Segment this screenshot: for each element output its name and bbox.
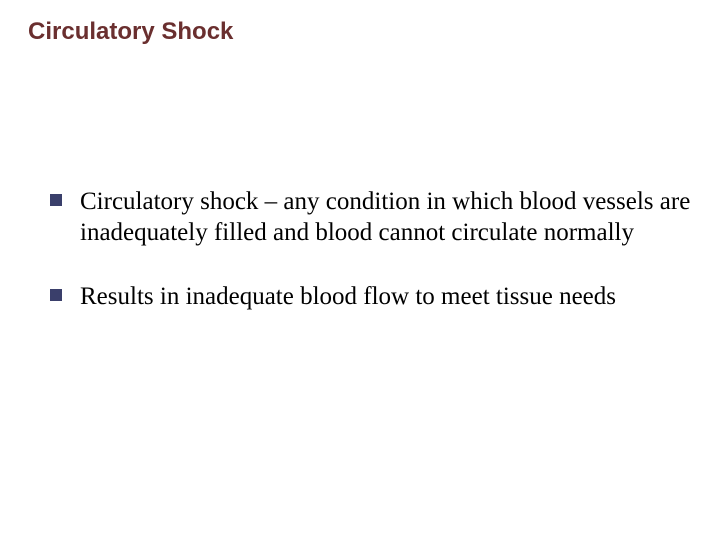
slide-title: Circulatory Shock [28,18,692,46]
bullet-item: Circulatory shock – any condition in whi… [50,186,692,249]
bullet-item: Results in inadequate blood flow to meet… [50,281,692,312]
slide: Circulatory Shock Circulatory shock – an… [0,0,720,540]
bullet-list: Circulatory shock – any condition in whi… [28,186,692,312]
